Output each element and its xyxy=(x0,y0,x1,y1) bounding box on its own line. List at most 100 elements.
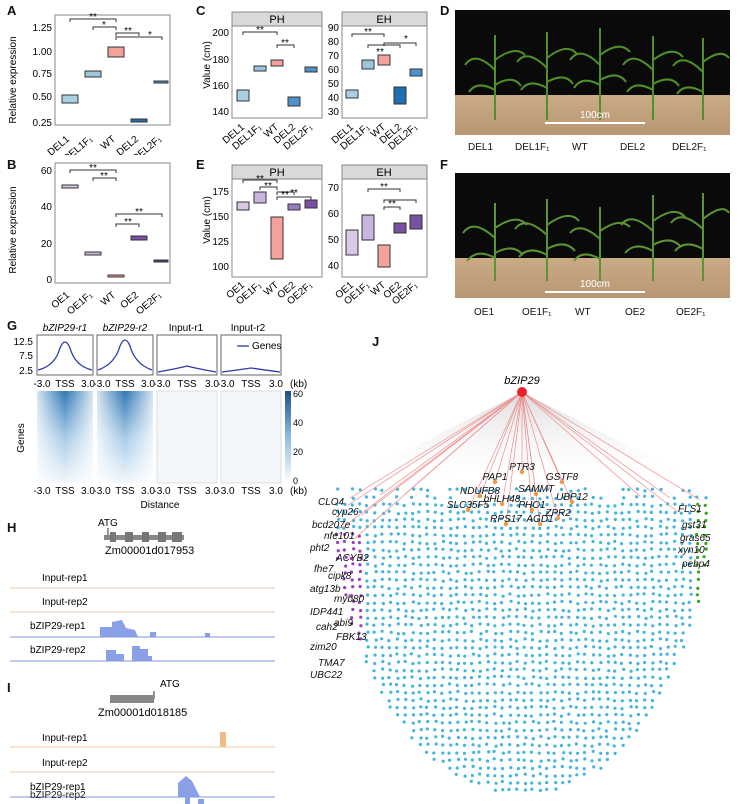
network-node xyxy=(598,721,603,725)
network-node xyxy=(627,569,631,573)
network-node xyxy=(493,607,497,611)
network-node xyxy=(590,705,594,709)
panel-b-ytick: 20 xyxy=(41,239,53,250)
xtick: 3.0 xyxy=(205,379,219,390)
network-node xyxy=(402,668,406,673)
network-node xyxy=(433,699,437,703)
network-node xyxy=(664,600,669,604)
network-node xyxy=(501,751,505,755)
network-node xyxy=(477,608,481,613)
network-node xyxy=(665,652,669,656)
network-node xyxy=(372,623,376,627)
network-node xyxy=(522,572,526,576)
network-node xyxy=(372,540,376,544)
network-node xyxy=(583,706,587,710)
network-node xyxy=(417,510,421,514)
gene-id: Zm00001d017953 xyxy=(105,545,194,557)
network-node xyxy=(463,555,467,559)
network-node xyxy=(703,503,707,507)
network-node xyxy=(644,616,648,620)
network-node xyxy=(605,571,609,575)
ytick: 90 xyxy=(328,23,340,34)
network-node xyxy=(449,601,453,605)
network-node xyxy=(397,563,401,567)
network-node xyxy=(599,766,603,770)
network-node xyxy=(372,495,376,499)
network-node xyxy=(509,503,513,507)
network-node xyxy=(439,526,443,530)
network-node xyxy=(470,706,474,711)
network-node xyxy=(576,510,580,514)
network-node xyxy=(673,631,677,635)
network-node xyxy=(546,518,550,523)
network-node xyxy=(500,774,504,778)
network-node xyxy=(411,609,415,613)
network-node xyxy=(509,698,513,702)
network-node xyxy=(597,713,601,717)
ytick: 40 xyxy=(328,93,340,104)
network-node xyxy=(680,608,685,612)
network-node xyxy=(607,555,611,559)
network-node xyxy=(522,742,527,746)
network-node xyxy=(515,667,519,672)
network-node xyxy=(523,607,527,611)
network-node xyxy=(664,578,669,582)
network-node xyxy=(569,623,573,627)
network-node xyxy=(620,638,624,642)
network-node xyxy=(522,645,526,649)
facet-eh: EH xyxy=(376,167,391,179)
network-node xyxy=(522,518,526,522)
network-node xyxy=(530,556,534,560)
network-node xyxy=(567,615,571,619)
network-node xyxy=(424,526,429,530)
edge xyxy=(521,391,573,503)
network-node xyxy=(553,577,557,581)
network-node xyxy=(704,496,708,500)
network-node xyxy=(463,563,467,567)
network-node xyxy=(440,713,445,717)
network-node xyxy=(547,624,551,628)
network-node xyxy=(642,494,647,498)
network-node xyxy=(627,639,631,643)
network-node xyxy=(539,705,543,709)
network-node xyxy=(554,496,558,501)
network-node xyxy=(560,638,564,642)
xtick: -3.0 xyxy=(217,486,235,497)
network-node xyxy=(471,593,475,597)
track-title: bZIP29-r2 xyxy=(103,323,148,334)
network-node xyxy=(425,532,429,536)
network-node xyxy=(598,646,602,650)
network-node xyxy=(440,684,444,688)
network-node xyxy=(546,699,550,703)
network-node xyxy=(530,601,535,605)
network-node xyxy=(411,662,415,666)
network-node xyxy=(612,744,616,748)
profile-line xyxy=(221,367,281,373)
network-node xyxy=(605,675,609,680)
network-node xyxy=(522,555,526,559)
network-node xyxy=(591,526,595,531)
network-node xyxy=(381,682,386,687)
xtick: -3.0 xyxy=(93,486,111,497)
network-node xyxy=(576,713,581,717)
network-node xyxy=(591,668,595,672)
network-node xyxy=(501,623,505,627)
network-node xyxy=(650,494,655,498)
network-node xyxy=(612,607,616,611)
network-node xyxy=(672,496,676,500)
network-node xyxy=(380,629,384,633)
network-node xyxy=(516,622,520,626)
ytick: 40 xyxy=(328,261,340,272)
network-node xyxy=(529,759,533,763)
network-node xyxy=(649,569,654,573)
network-node xyxy=(337,517,341,521)
sig-label: ** xyxy=(281,38,289,49)
network-node xyxy=(627,631,631,635)
network-node xyxy=(547,736,551,740)
network-node xyxy=(650,577,655,582)
network-node xyxy=(597,727,601,731)
network-node xyxy=(561,774,565,778)
network-node xyxy=(449,594,453,598)
network-node xyxy=(561,549,566,553)
network-node xyxy=(628,517,632,521)
